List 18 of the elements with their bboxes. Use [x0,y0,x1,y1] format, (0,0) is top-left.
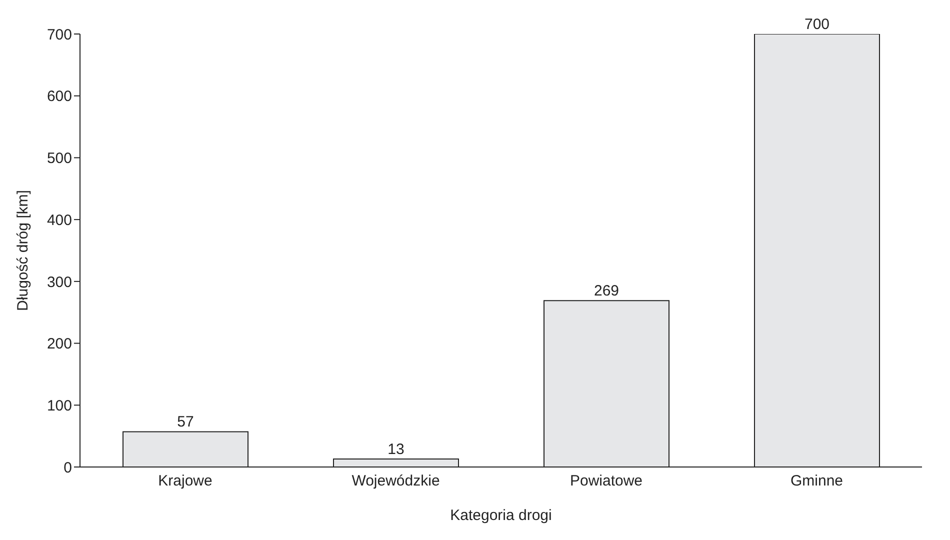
y-tick-label: 0 [64,459,72,476]
x-tick-label: Powiatowe [570,472,643,490]
x-tick-label: Krajowe [158,472,212,490]
y-tick-label: 400 [46,212,72,229]
x-axis-title: Kategoria drogi [450,507,552,524]
y-tick-label: 100 [46,397,72,414]
y-tick-label: 600 [46,88,72,106]
x-tick-label: Wojewódzkie [352,472,440,490]
data-label: 700 [804,16,830,33]
data-label: 57 [177,414,194,431]
data-label: 13 [388,440,404,458]
y-tick-label: 500 [46,150,72,168]
y-axis-title: Długość dróg [km] [14,190,32,311]
y-tick-label: 700 [46,26,72,44]
y-tick-label: 200 [46,336,72,353]
y-tick-label: 300 [46,274,72,291]
x-tick-label: Gminne [790,472,844,490]
data-label: 269 [594,282,620,300]
